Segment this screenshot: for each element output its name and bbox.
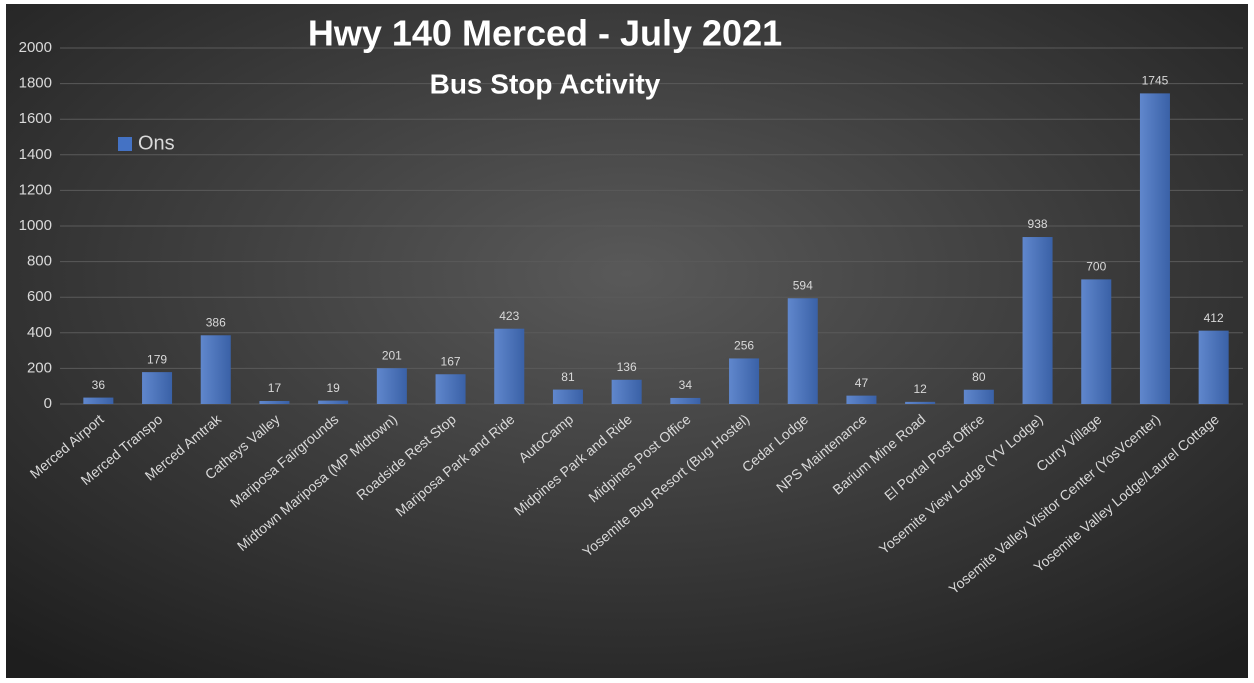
data-label: 36: [92, 378, 106, 392]
bar: [787, 298, 818, 404]
chart-title: Hwy 140 Merced - July 2021: [308, 13, 782, 54]
data-label: 1745: [1142, 74, 1169, 88]
legend-swatch: [118, 137, 132, 151]
y-tick-label: 800: [27, 253, 52, 270]
chart-subtitle: Bus Stop Activity: [430, 68, 661, 99]
bar: [1139, 93, 1170, 404]
bar: [1198, 330, 1229, 404]
data-label: 167: [441, 354, 461, 368]
y-tick-label: 0: [44, 395, 52, 412]
data-label: 412: [1204, 311, 1224, 325]
data-label: 256: [734, 339, 754, 353]
y-tick-label: 600: [27, 288, 52, 305]
bar: [200, 335, 231, 404]
data-label: 17: [268, 381, 282, 395]
data-label: 81: [561, 370, 575, 384]
data-label: 34: [679, 378, 693, 392]
bar: [846, 395, 877, 404]
bar: [318, 400, 349, 404]
bar: [729, 358, 760, 404]
data-label: 594: [793, 278, 813, 292]
data-label: 12: [913, 382, 927, 396]
y-tick-label: 1800: [19, 75, 52, 92]
chart-background: [6, 4, 1248, 678]
bar: [1081, 279, 1112, 404]
y-tick-label: 200: [27, 359, 52, 376]
bar: [670, 397, 701, 404]
bar: [142, 372, 173, 404]
data-label: 47: [855, 376, 869, 390]
bar: [494, 328, 525, 404]
data-label: 80: [972, 370, 986, 384]
data-label: 938: [1028, 217, 1048, 231]
bar: [376, 368, 407, 404]
y-tick-label: 1000: [19, 217, 52, 234]
y-tick-label: 1400: [19, 146, 52, 163]
bar: [1022, 237, 1053, 404]
bar: [963, 389, 994, 404]
grid: [60, 47, 1243, 405]
bar: [905, 401, 936, 404]
y-tick-label: 1600: [19, 110, 52, 127]
data-label: 19: [326, 381, 340, 395]
data-label: 700: [1086, 260, 1106, 274]
bar: [83, 397, 114, 404]
data-label: 136: [617, 360, 637, 374]
data-label: 386: [206, 315, 226, 329]
data-label: 201: [382, 348, 402, 362]
bar: [552, 389, 583, 404]
bar: [611, 379, 642, 404]
y-tick-label: 1200: [19, 181, 52, 198]
bar: [435, 374, 466, 404]
data-label: 179: [147, 352, 167, 366]
y-tick-label: 400: [27, 324, 52, 341]
data-label: 423: [499, 309, 519, 323]
bar: [259, 400, 290, 404]
legend-label: Ons: [138, 132, 175, 154]
y-tick-label: 2000: [19, 39, 52, 56]
